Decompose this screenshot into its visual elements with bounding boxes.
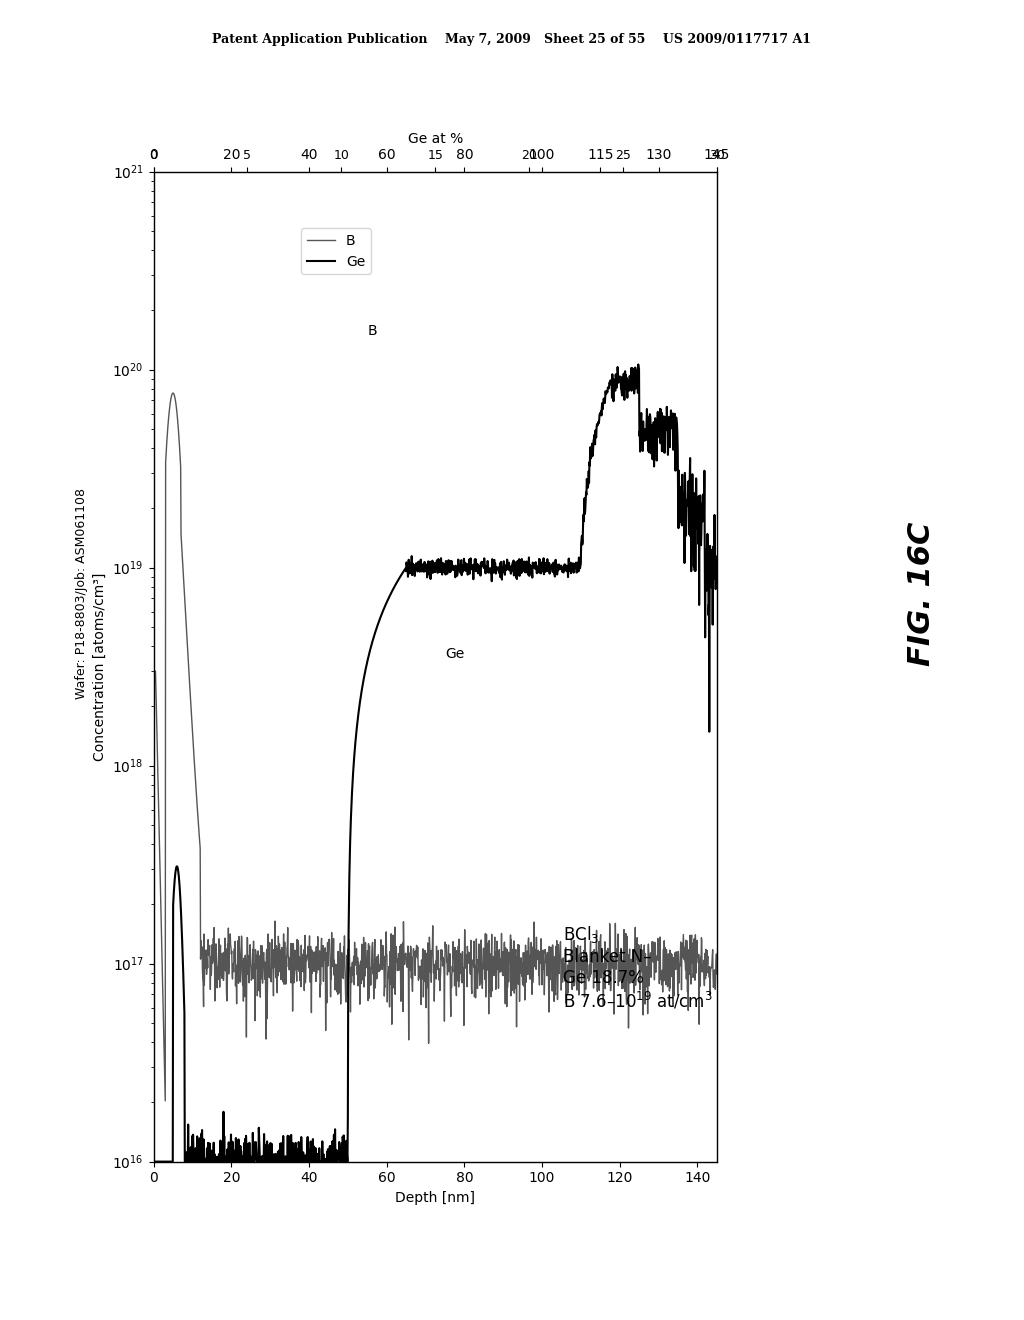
B bbox=[469, 972, 481, 987]
Ge bbox=[468, 560, 480, 576]
Ge bbox=[214, 1154, 226, 1170]
Line: Ge: Ge bbox=[154, 364, 717, 1162]
Ge bbox=[398, 562, 411, 578]
Ge bbox=[632, 356, 644, 372]
B bbox=[387, 979, 399, 995]
B bbox=[398, 950, 411, 966]
B bbox=[191, 809, 204, 825]
Y-axis label: Concentration [atoms/cm³]: Concentration [atoms/cm³] bbox=[93, 573, 106, 760]
Legend: B, Ge: B, Ge bbox=[301, 228, 371, 275]
B bbox=[147, 663, 160, 678]
Ge bbox=[409, 558, 421, 574]
B bbox=[711, 966, 723, 982]
B bbox=[409, 968, 421, 983]
B bbox=[215, 966, 227, 982]
B bbox=[167, 385, 179, 401]
Text: Patent Application Publication    May 7, 2009   Sheet 25 of 55    US 2009/011771: Patent Application Publication May 7, 20… bbox=[213, 33, 811, 46]
Text: FIG. 16C: FIG. 16C bbox=[907, 521, 936, 667]
Line: B: B bbox=[154, 393, 717, 1101]
X-axis label: Depth [nm]: Depth [nm] bbox=[395, 1191, 475, 1205]
X-axis label: Ge at %: Ge at % bbox=[408, 132, 463, 147]
Text: BCl$_3$
Blanket N–
Ge 18.7%
B 7.6–10$^{19}$ at/cm$^3$: BCl$_3$ Blanket N– Ge 18.7% B 7.6–10$^{1… bbox=[563, 924, 713, 1011]
B bbox=[159, 1093, 171, 1109]
Text: Wafer: P18-8803/Job: ASM061108: Wafer: P18-8803/Job: ASM061108 bbox=[76, 488, 88, 700]
Ge bbox=[386, 582, 398, 598]
Ge bbox=[711, 554, 723, 570]
Text: B: B bbox=[368, 323, 377, 338]
Text: Ge: Ge bbox=[444, 647, 464, 661]
Ge bbox=[191, 1129, 204, 1144]
Ge bbox=[147, 1154, 160, 1170]
